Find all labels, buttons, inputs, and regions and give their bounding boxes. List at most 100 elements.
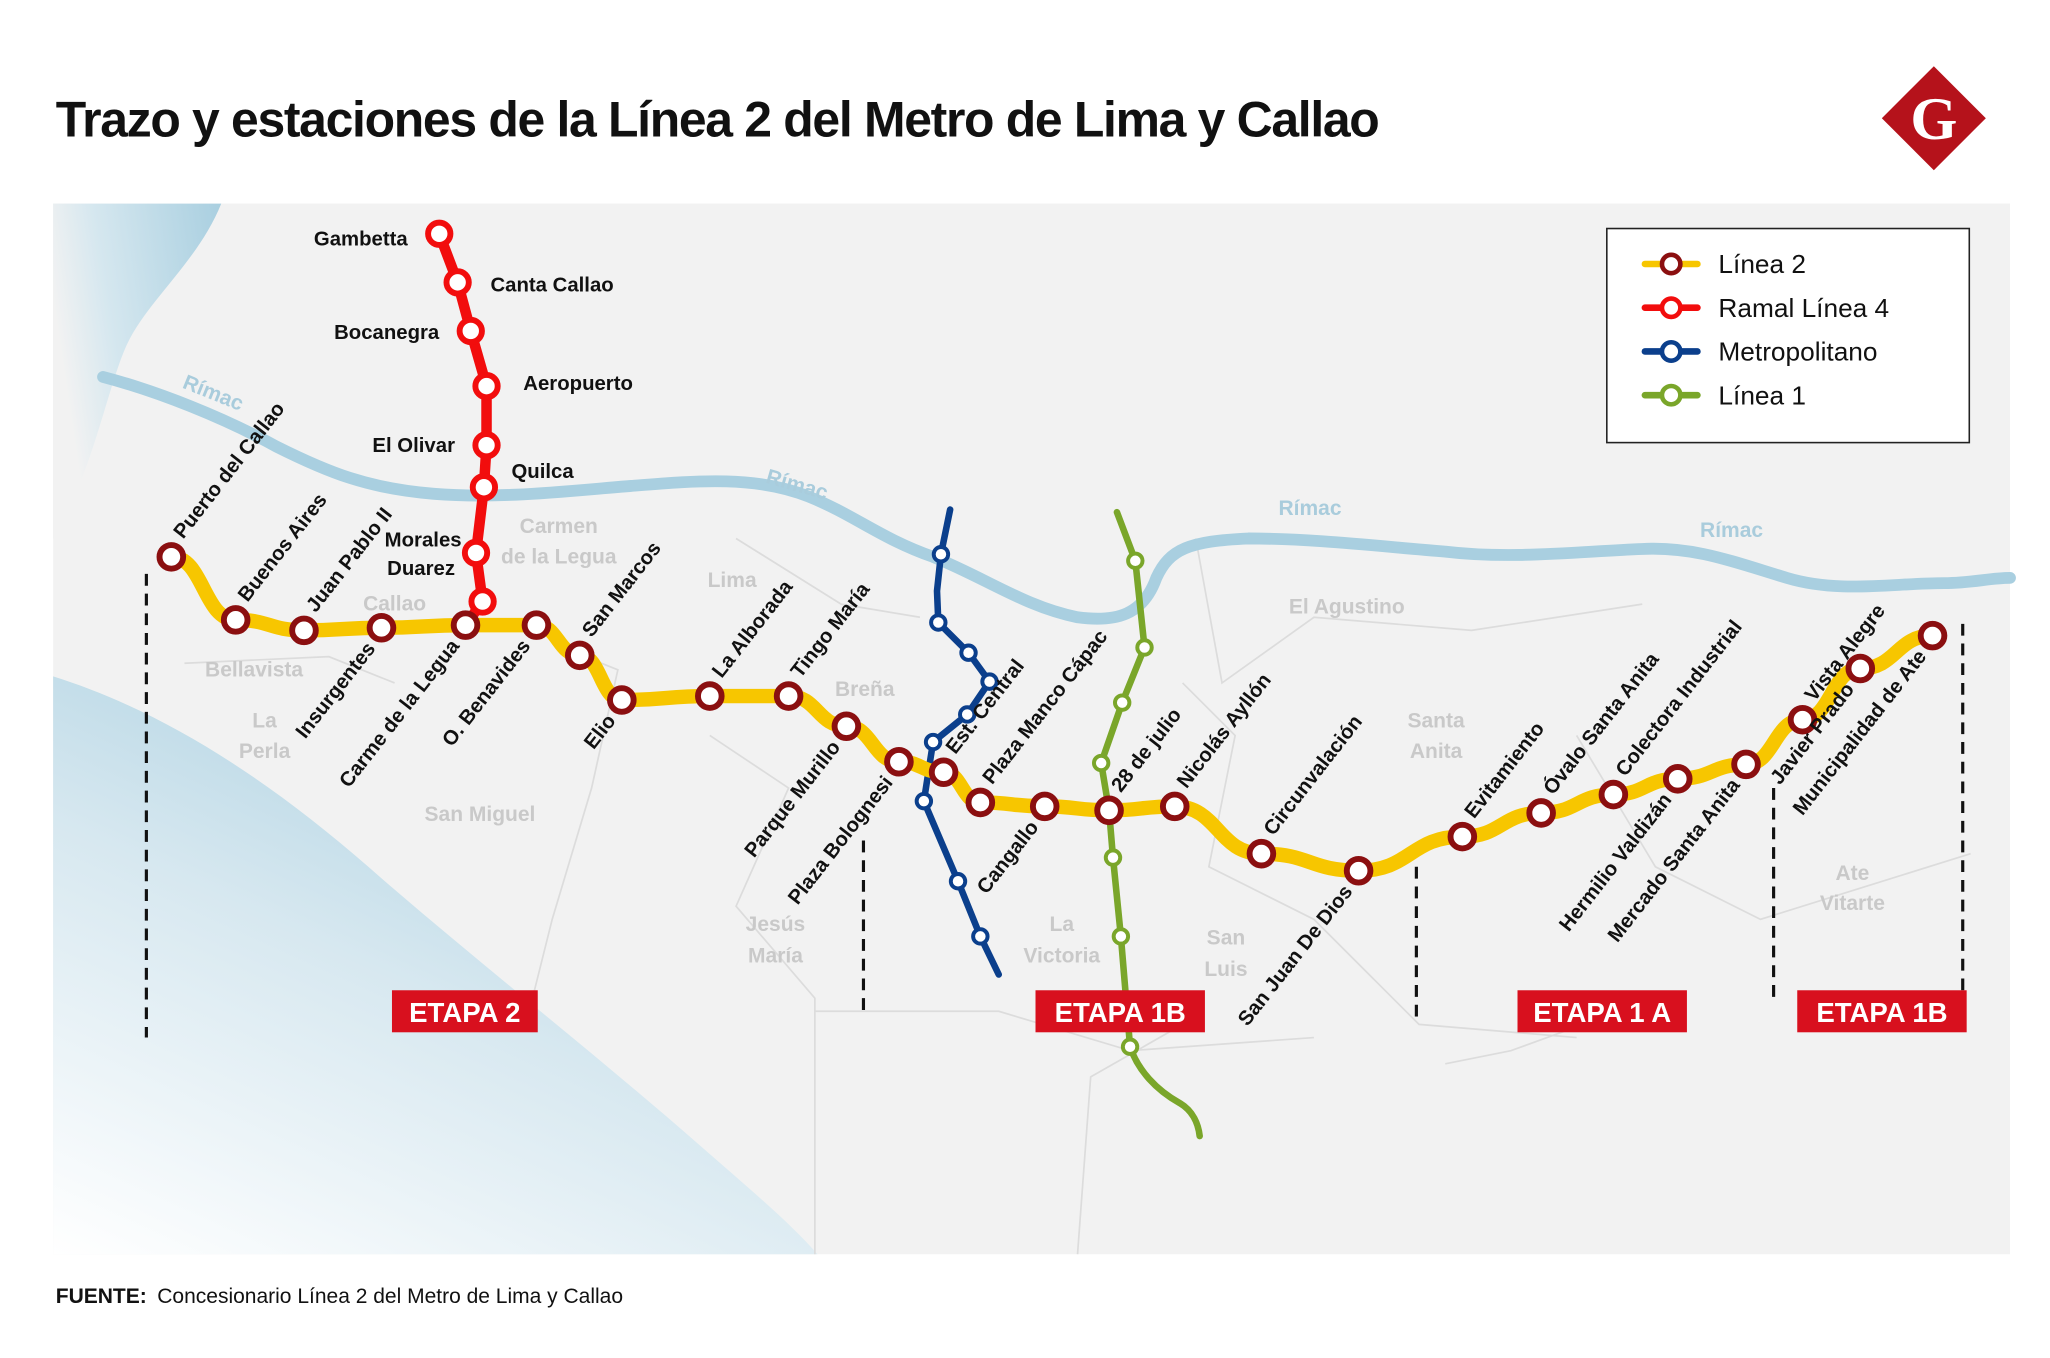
linea2-station-marker[interactable]: [1845, 653, 1876, 684]
etapa-label: ETAPA 2: [409, 997, 520, 1028]
linea2-station-marker[interactable]: [1731, 749, 1761, 780]
linea2-station-marker[interactable]: [1787, 704, 1818, 735]
district-label: Vitarte: [1820, 892, 1885, 915]
etapa-label: ETAPA 1B: [1816, 997, 1947, 1028]
district-label: Ate: [1835, 862, 1869, 885]
linea2-station-marker[interactable]: [450, 610, 481, 640]
legend-item-metropolitano: Metropolitano: [1641, 337, 1878, 367]
page-title: Trazo y estaciones de la Línea 2 del Met…: [56, 92, 1379, 148]
metropolitano-station-marker[interactable]: [971, 927, 990, 946]
linea2-station-marker[interactable]: [220, 605, 251, 635]
district-label: San Miguel: [425, 803, 536, 826]
metropolitano-station-marker[interactable]: [948, 872, 968, 891]
metropolitano-station-marker[interactable]: [929, 613, 948, 632]
district-label: La: [1050, 913, 1075, 936]
linea1-station-marker[interactable]: [1120, 1037, 1140, 1056]
linea2-station-marker[interactable]: [156, 542, 187, 572]
stage-dividers: [144, 573, 1965, 1038]
linea2-station-marker[interactable]: [1526, 798, 1556, 828]
legend-item-linea2: Línea 2: [1641, 249, 1806, 279]
linea2-station-marker[interactable]: [1029, 791, 1060, 822]
ramal4-station-label: Aeropuerto: [523, 373, 633, 395]
linea2-station-marker[interactable]: [565, 640, 595, 671]
legend-item-linea1: Línea 1: [1641, 380, 1806, 410]
district-label: Breña: [835, 678, 895, 701]
metropolitano-station-marker[interactable]: [980, 672, 999, 691]
linea2-station-marker[interactable]: [289, 615, 319, 646]
district-label: Perla: [239, 740, 291, 763]
linea2-station-marker[interactable]: [1159, 791, 1190, 822]
etapa-label: ETAPA 1B: [1055, 997, 1186, 1028]
linea1-station-marker[interactable]: [1111, 927, 1131, 946]
metropolitano-station-marker[interactable]: [958, 705, 977, 724]
rimac-river: [97, 371, 2016, 625]
linea1-station-marker[interactable]: [1126, 551, 1145, 570]
ramal4-station-label: Canta Callao: [490, 275, 613, 297]
legend-item-ramal4: Ramal Línea 4: [1641, 293, 1889, 323]
footer-label: FUENTE:: [56, 1285, 147, 1308]
footer: FUENTE: Concesionario Línea 2 del Metro d…: [56, 1285, 623, 1308]
ramal4-station-marker[interactable]: [468, 587, 497, 616]
linea2-station-marker[interactable]: [1343, 855, 1374, 886]
linea2-station-marker[interactable]: [1662, 764, 1693, 794]
linea1-station-marker[interactable]: [1112, 693, 1132, 712]
etapa-badge: ETAPA 1B: [1035, 990, 1205, 1033]
linea2-station-marker[interactable]: [607, 685, 637, 715]
linea2-station-marker[interactable]: [884, 746, 914, 777]
ramal4-station-marker[interactable]: [472, 431, 501, 460]
linea2-station-marker[interactable]: [1917, 620, 1948, 651]
ramal4-station-marker[interactable]: [461, 538, 491, 568]
linea1-station-marker[interactable]: [1103, 848, 1123, 867]
linea2-station-marker[interactable]: [695, 681, 725, 711]
district-label: de la Legua: [501, 545, 617, 568]
legend-marker-icon: [1659, 296, 1683, 320]
ramal4-station-marker[interactable]: [443, 268, 472, 297]
legend-marker-icon: [1659, 339, 1683, 363]
etapa-label: ETAPA 1 A: [1533, 997, 1671, 1028]
linea1-station-marker[interactable]: [1135, 638, 1154, 657]
river-label: Rímac: [1278, 497, 1341, 520]
district-label: San: [1207, 926, 1246, 949]
district-label: Carmen: [520, 515, 598, 538]
legend-label: Línea 2: [1718, 249, 1806, 279]
ramal4-station-label: El Olivar: [372, 435, 455, 457]
metropolitano-station-marker[interactable]: [914, 791, 934, 811]
ramal4-station-marker[interactable]: [425, 219, 454, 248]
metropolitano-station-marker[interactable]: [931, 545, 951, 564]
metropolitano-station-marker[interactable]: [923, 732, 943, 752]
district-label: Victoria: [1023, 945, 1100, 968]
legend-label: Metropolitano: [1718, 337, 1877, 367]
ramal4-station-marker[interactable]: [469, 473, 499, 502]
ramal4-station-label: Bocanegra: [334, 322, 440, 344]
ramal4-station-label: Duarez: [387, 558, 455, 580]
district-label: Callao: [363, 593, 426, 616]
etapa-badge: ETAPA 2: [391, 990, 538, 1033]
ramal4-station-label: Morales: [385, 529, 462, 551]
linea2-station-marker[interactable]: [831, 711, 862, 742]
district-label: Anita: [1410, 740, 1463, 763]
linea2-station-marker[interactable]: [521, 610, 552, 640]
linea1-station-marker[interactable]: [1091, 753, 1111, 773]
district-label: Luis: [1204, 958, 1247, 981]
linea2-station-marker[interactable]: [965, 787, 996, 818]
svg-text:FUENTE:Concesionario Línea 2 d: FUENTE: Concesionario Línea 2 del Metro d…: [56, 1285, 623, 1308]
ramal4-station-marker[interactable]: [472, 372, 501, 401]
metropolitano-station-marker[interactable]: [959, 643, 978, 662]
linea2-station-marker[interactable]: [1447, 821, 1478, 852]
district-label: María: [748, 945, 803, 968]
linea2-station-marker[interactable]: [928, 757, 959, 788]
legend-label: Ramal Línea 4: [1718, 293, 1889, 323]
ramal4-station-marker[interactable]: [456, 316, 485, 346]
linea2-station-marker[interactable]: [1094, 795, 1124, 826]
legend-marker-icon: [1659, 383, 1683, 407]
linea2-station-marker[interactable]: [366, 613, 397, 643]
district-label: La: [252, 710, 277, 733]
ramal4-station-label: Gambetta: [314, 229, 409, 251]
district-label: Lima: [708, 569, 757, 592]
legend-marker-icon: [1659, 252, 1683, 276]
linea2-station-marker[interactable]: [1246, 838, 1277, 869]
linea2-station-marker[interactable]: [1598, 779, 1629, 810]
linea2-station-marker[interactable]: [773, 681, 804, 711]
